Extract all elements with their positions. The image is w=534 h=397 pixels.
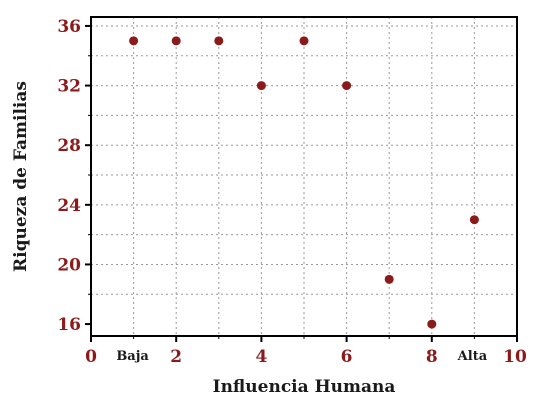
- y-axis-ticks: 16 20 24 28 32 36: [57, 17, 91, 335]
- x-tick-label: 2: [170, 347, 182, 367]
- x-tick-label: 6: [341, 347, 353, 367]
- x-category-label: Alta: [457, 349, 488, 364]
- x-tick-label: 0: [85, 347, 97, 367]
- data-point: [299, 36, 309, 46]
- y-tick-label: 36: [57, 17, 81, 37]
- y-tick-label: 32: [57, 77, 81, 97]
- data-points: [129, 36, 479, 329]
- data-point: [171, 36, 181, 46]
- x-tick-label: 8: [426, 347, 438, 367]
- data-point: [342, 81, 352, 91]
- x-category-label: Baja: [116, 349, 149, 364]
- data-point: [469, 215, 479, 225]
- data-point: [129, 36, 139, 46]
- y-tick-label: 28: [57, 136, 81, 156]
- x-tick-label: 4: [255, 347, 267, 367]
- y-tick-label: 20: [57, 255, 81, 275]
- grid-lines: [91, 17, 517, 336]
- data-point: [427, 319, 437, 329]
- y-axis-title: Riqueza de Familias: [11, 81, 31, 272]
- data-point: [384, 274, 394, 284]
- x-tick-label: 10: [503, 347, 527, 367]
- data-point: [256, 81, 266, 91]
- x-axis-title: Influencia Humana: [213, 377, 396, 397]
- y-tick-label: 16: [57, 315, 81, 335]
- data-point: [214, 36, 224, 46]
- x-axis-ticks: 0 2 4 6 8 10 Baja Alta: [85, 336, 527, 367]
- y-tick-label: 24: [57, 196, 81, 216]
